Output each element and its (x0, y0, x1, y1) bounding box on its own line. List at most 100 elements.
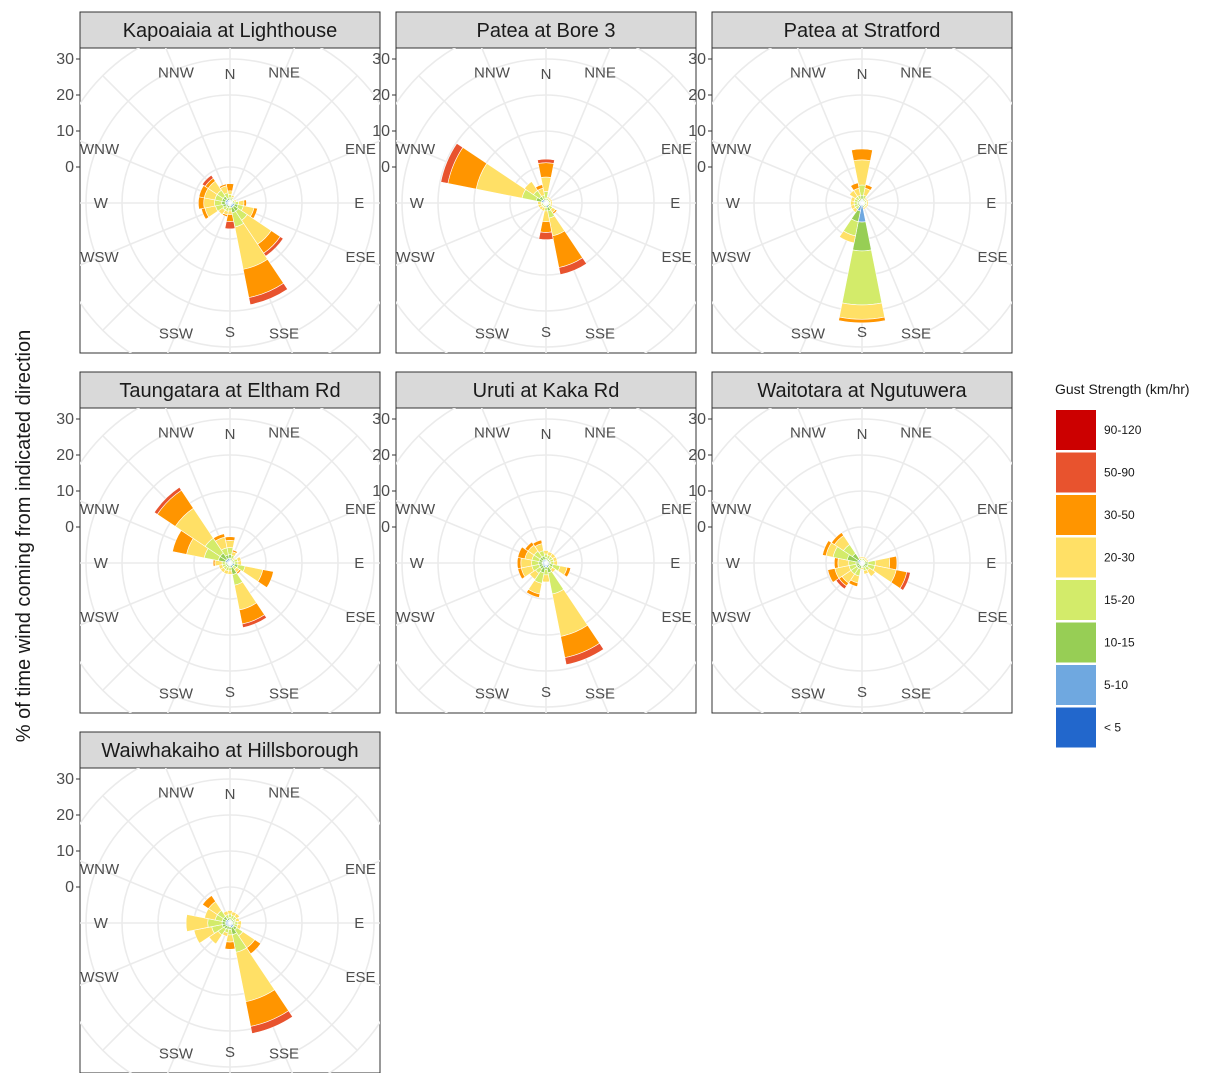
direction-label-NNE: NNE (900, 425, 932, 442)
bar-segment-NNW-20-30 (222, 910, 229, 917)
legend-label: 5-10 (1104, 678, 1128, 692)
direction-label-N: N (541, 426, 552, 443)
direction-label-SSE: SSE (901, 325, 931, 342)
grid-spoke (545, 202, 696, 266)
direction-label-SSE: SSE (269, 685, 299, 702)
direction-label-WNW: WNW (80, 141, 120, 158)
direction-label-W: W (726, 195, 741, 212)
direction-label-WSW: WSW (80, 969, 119, 986)
direction-label-E: E (354, 555, 364, 572)
radial-tick-label: 20 (56, 807, 74, 824)
bar-segment-W-30-50 (833, 557, 839, 569)
direction-label-ENE: ENE (661, 501, 692, 518)
grid-spoke (545, 562, 696, 626)
direction-label-NNE: NNE (268, 785, 300, 802)
direction-label-W: W (94, 555, 109, 572)
bar-segment-SSE-50-90 (558, 257, 588, 276)
grid-spoke (396, 202, 547, 266)
bar-segment-WNW-30-50 (822, 540, 832, 557)
direction-label-NNE: NNE (584, 425, 616, 442)
grid-spoke (861, 202, 1012, 266)
grid-spoke (418, 75, 547, 204)
direction-label-ESE: ESE (661, 249, 691, 266)
grid-spoke (80, 202, 231, 266)
grid-spoke (229, 922, 380, 986)
grid-spoke (396, 562, 547, 626)
bar-segment-WSW-30-50 (827, 568, 840, 583)
grid-spoke (861, 435, 990, 564)
direction-label-WNW: WNW (80, 861, 120, 878)
direction-label-ESE: ESE (345, 249, 375, 266)
direction-label-E: E (986, 195, 996, 212)
grid-spoke (545, 75, 674, 204)
grid-spoke (861, 202, 925, 353)
radial-tick-label: 20 (56, 447, 74, 464)
direction-label-ESE: ESE (345, 609, 375, 626)
grid-spoke (545, 500, 696, 564)
grid-spoke (545, 140, 696, 204)
direction-label-NNE: NNE (900, 65, 932, 82)
bar-segment-SSE-50-90 (248, 282, 289, 306)
bar-segment-W-30-50 (516, 557, 522, 569)
direction-label-W: W (94, 915, 109, 932)
radial-tick-label: 30 (372, 411, 390, 428)
direction-label-N: N (541, 66, 552, 83)
direction-label-WSW: WSW (712, 609, 751, 626)
direction-label-S: S (857, 324, 867, 341)
panel-title: Waiwhakaiho at Hillsborough (101, 740, 358, 762)
direction-label-WNW: WNW (396, 501, 436, 518)
direction-label-WSW: WSW (396, 609, 435, 626)
radial-tick-label: 20 (372, 447, 390, 464)
panel-1: Patea at Bore 3 N NNE ENE E ESE SSE S SSW WSW W WNW… (372, 11, 697, 354)
grid-spoke (418, 202, 547, 331)
direction-label-ENE: ENE (345, 141, 376, 158)
bar-segment-W-30-50 (212, 559, 216, 567)
grid-spoke (229, 562, 358, 691)
legend-swatch-50-90 (1056, 452, 1096, 493)
grid-spoke (229, 435, 358, 564)
direction-label-SSW: SSW (791, 325, 826, 342)
legend-label: 20-30 (1104, 551, 1135, 565)
bar-segment-ESE-50-90 (899, 571, 911, 591)
grid-spoke (861, 408, 928, 564)
grid-spoke (418, 435, 547, 564)
polar-area (712, 48, 1012, 353)
bar-segment-NW-30-50 (524, 541, 535, 552)
bar-segment-S-50-90 (538, 231, 554, 241)
direction-label-S: S (225, 324, 235, 341)
grid-spoke (167, 562, 231, 713)
direction-label-NNE: NNE (268, 65, 300, 82)
direction-label-NNW: NNW (790, 425, 827, 442)
panel-5: Waitotara at Ngutuwera N NNE ENE E ESE SSE S SSW… (688, 371, 1013, 714)
direction-label-ESE: ESE (661, 609, 691, 626)
direction-label-N: N (225, 426, 236, 443)
radial-tick-label: 30 (56, 51, 74, 68)
direction-label-E: E (986, 555, 996, 572)
grid-spoke (545, 562, 674, 691)
radial-tick-label: 10 (688, 483, 706, 500)
bar-segment-N-30-50 (224, 536, 236, 542)
grid-spoke (229, 140, 380, 204)
polar-area (396, 408, 696, 713)
radial-tick-label: 0 (65, 519, 74, 536)
grid-spoke (861, 75, 990, 204)
bar-segment-NW-20-30 (524, 181, 539, 196)
radial-tick-label: 20 (56, 87, 74, 104)
bar-segment-N-30-50 (225, 183, 235, 192)
direction-label-S: S (857, 684, 867, 701)
direction-label-E: E (354, 195, 364, 212)
legend-items: 90-120 50-90 30-50 20-30 15-20 10-15 5-10 < 5 (1056, 410, 1142, 748)
bar-segment-N-50-90 (537, 158, 555, 164)
panel-title: Kapoaiaia at Lighthouse (123, 20, 338, 42)
legend-swatch-20-30 (1056, 537, 1096, 578)
bar-segment-SSE-50-90 (564, 642, 605, 666)
grid-spoke (102, 922, 231, 1051)
direction-label-WNW: WNW (712, 141, 752, 158)
bar-segment-SSE-50-90 (241, 614, 268, 628)
polar-area (712, 408, 1012, 713)
polar-area (80, 408, 380, 713)
direction-label-ESE: ESE (977, 249, 1007, 266)
grid-spoke (734, 75, 863, 204)
radial-tick-label: 20 (688, 447, 706, 464)
